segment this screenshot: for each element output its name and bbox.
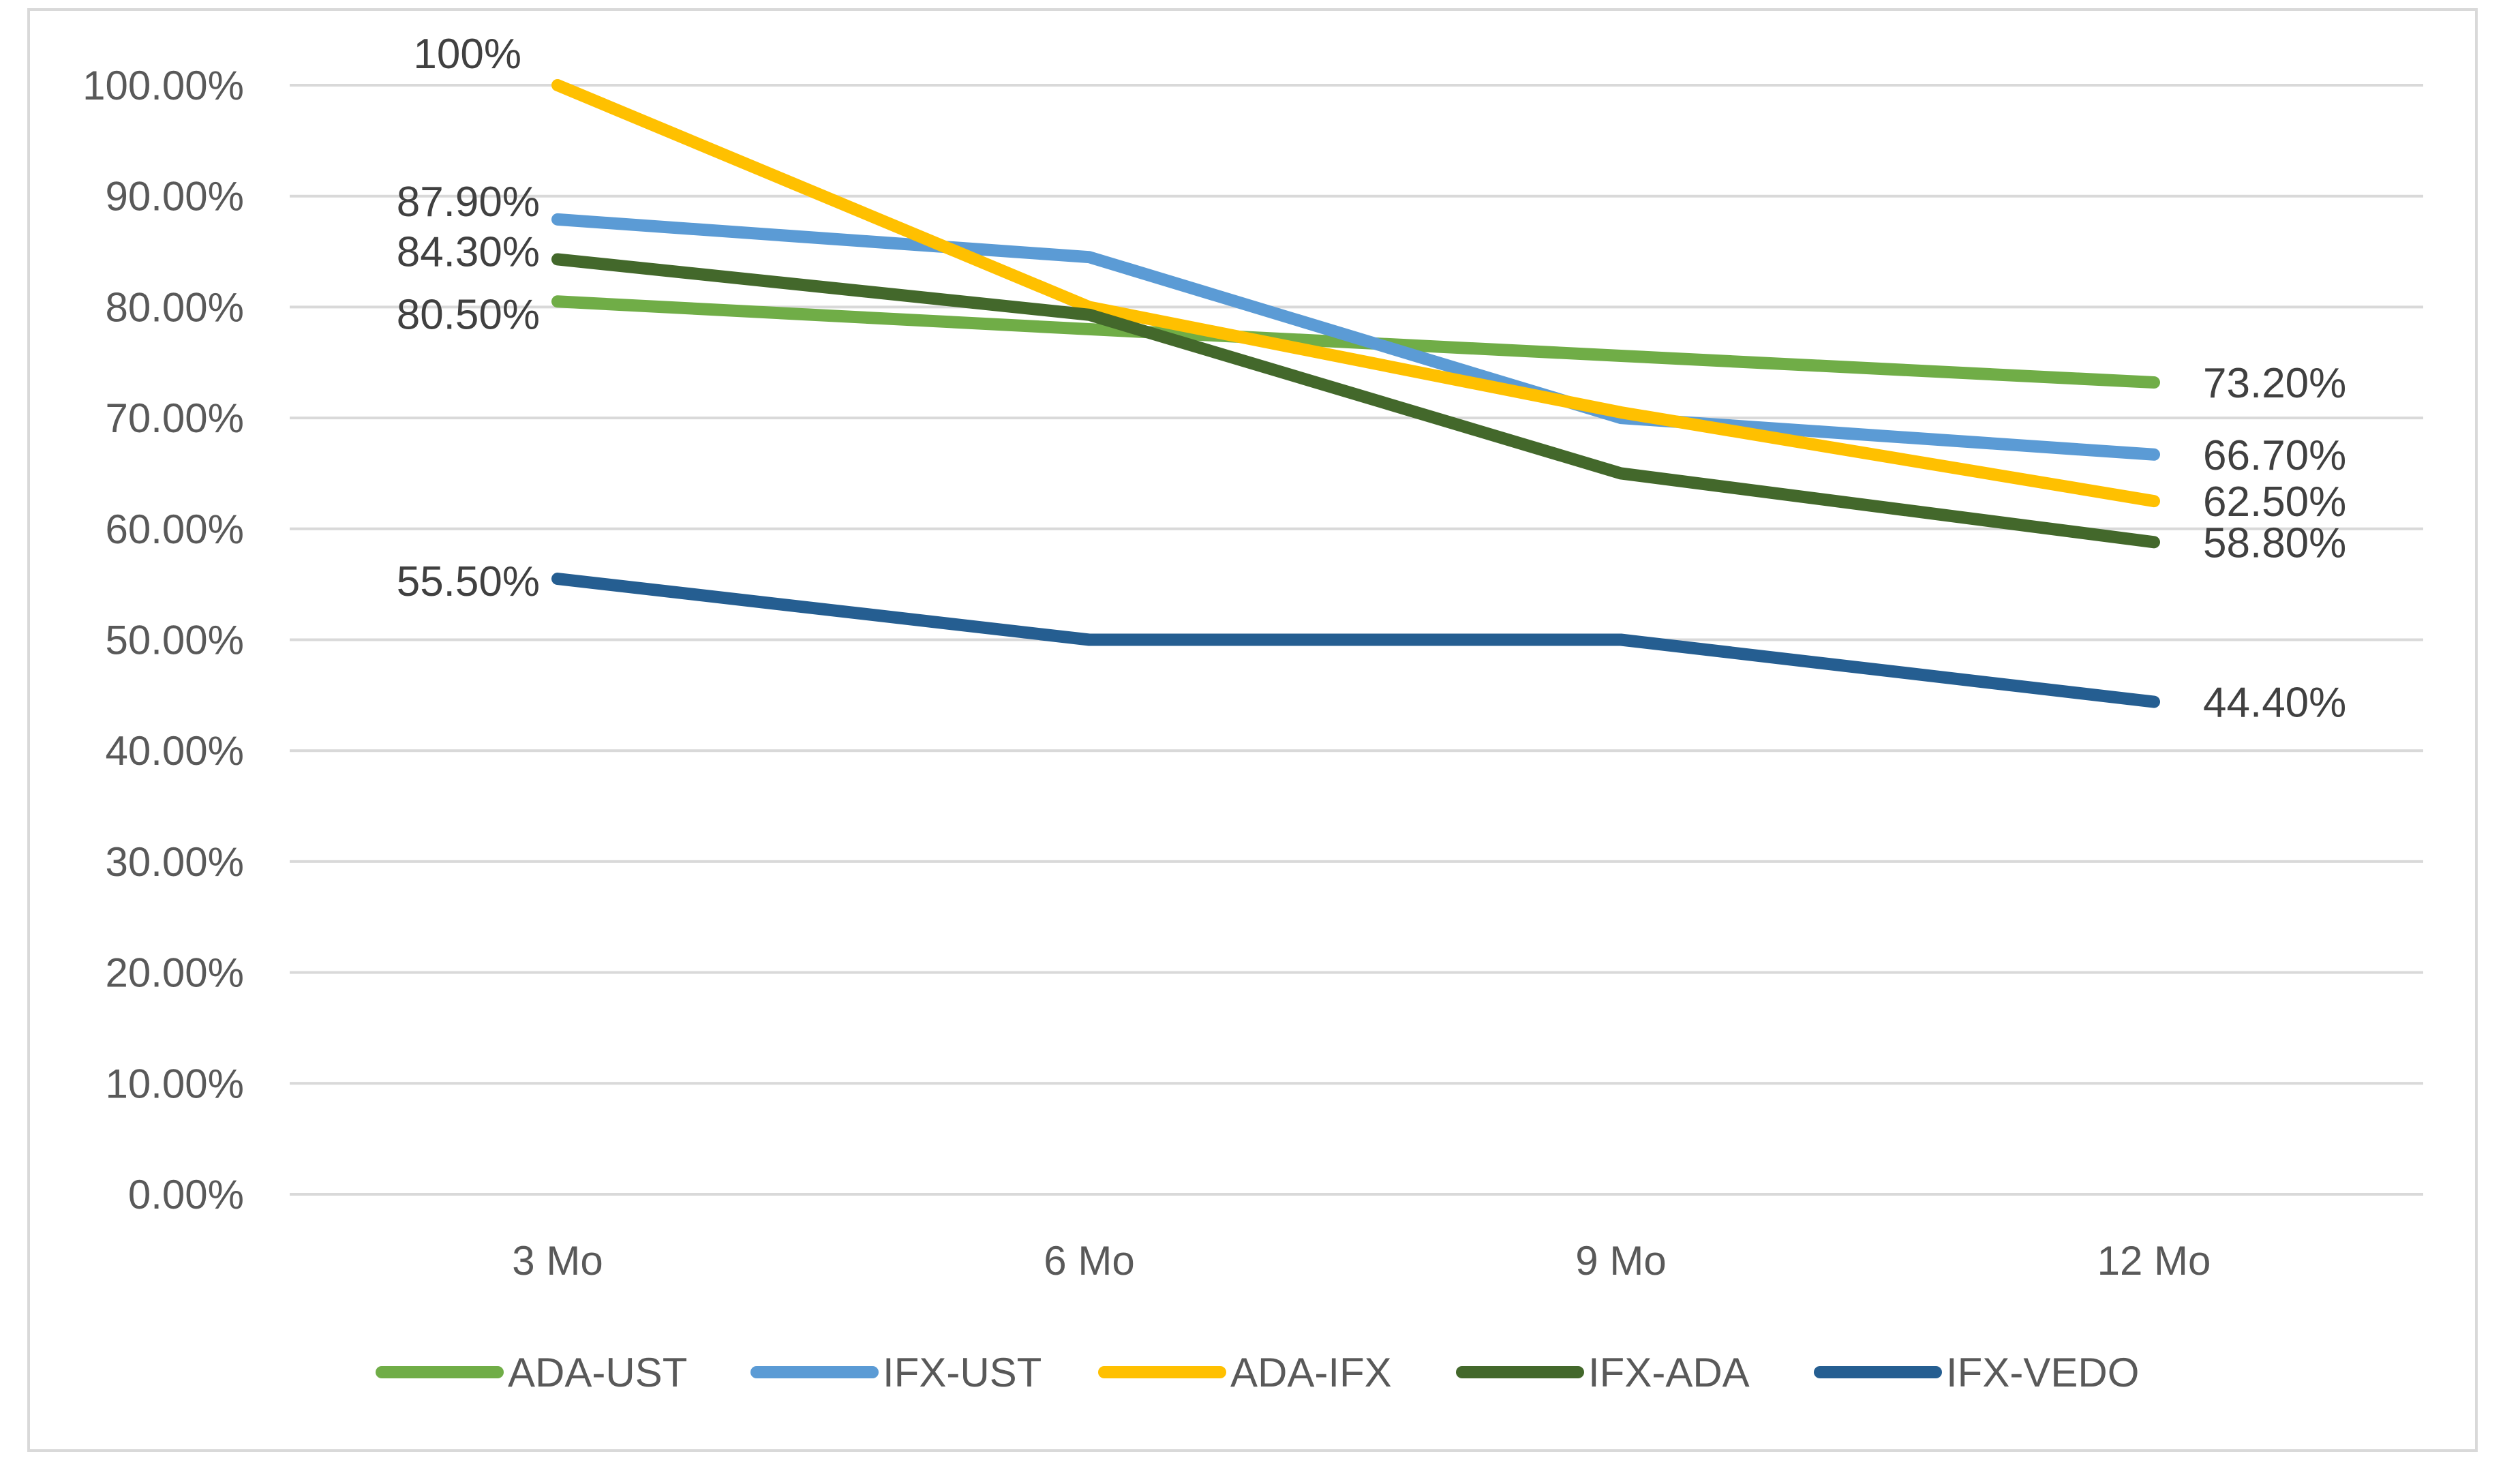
series-line-ifx-ada xyxy=(551,253,2160,549)
x-axis-ticks: 3 Mo 6 Mo 9 Mo 12 Mo xyxy=(512,1238,2211,1284)
y-tick-label: 20.00% xyxy=(106,950,245,996)
data-label-start-ifx-vedo: 55.50% xyxy=(397,558,540,605)
legend-label-ada-ifx: ADA-IFX xyxy=(1230,1350,1392,1395)
y-tick-label: 10.00% xyxy=(106,1061,245,1106)
legend-label-ifx-ust: IFX-UST xyxy=(883,1350,1042,1395)
legend-label-ifx-ada: IFX-ADA xyxy=(1588,1350,1750,1395)
data-label-start-ada-ust: 80.50% xyxy=(397,291,540,338)
data-label-end-ifx-ust: 66.70% xyxy=(2203,432,2346,479)
chart-area xyxy=(27,8,2478,1452)
legend-label-ifx-vedo: IFX-VEDO xyxy=(1946,1350,2139,1395)
data-label-end-ifx-vedo: 44.40% xyxy=(2203,680,2346,727)
y-tick-label: 60.00% xyxy=(106,506,245,552)
series-line-ifx-vedo xyxy=(551,573,2160,708)
y-tick-label: 50.00% xyxy=(106,618,245,663)
series-line-ada-ifx xyxy=(551,79,2160,508)
x-tick-label: 9 Mo xyxy=(1575,1238,1666,1284)
y-tick-label: 100.00% xyxy=(82,63,244,108)
y-tick-label: 90.00% xyxy=(106,174,245,219)
data-label-end-ifx-ada: 58.80% xyxy=(2203,519,2346,566)
data-label-start-ifx-ada: 84.30% xyxy=(397,228,540,275)
x-tick-label: 3 Mo xyxy=(512,1238,603,1284)
y-tick-label: 30.00% xyxy=(106,839,245,885)
data-label-start-ifx-ust: 87.90% xyxy=(397,179,540,226)
data-label-end-ada-ifx: 62.50% xyxy=(2203,479,2346,526)
y-tick-label: 40.00% xyxy=(106,728,245,774)
x-tick-label: 6 Mo xyxy=(1044,1238,1134,1284)
data-label-start-ada-ifx: 100% xyxy=(413,31,521,78)
y-tick-label: 80.00% xyxy=(106,284,245,330)
y-axis-ticks: 0.00% 10.00% 20.00% 30.00% 40.00% 50.00% 60.00… xyxy=(82,63,244,1217)
data-labels: 80.50% 73.20% 87.90% 66.70% 100% 62.50% 84.30%… xyxy=(397,31,2347,727)
legend-label-ada-ust: ADA-UST xyxy=(508,1350,687,1395)
series-lines xyxy=(551,79,2160,708)
y-tick-label: 70.00% xyxy=(106,395,245,441)
data-label-end-ada-ust: 73.20% xyxy=(2203,360,2346,407)
x-tick-label: 12 Mo xyxy=(2097,1238,2211,1284)
y-tick-label: 0.00% xyxy=(128,1172,244,1217)
series-line-ifx-ust xyxy=(551,213,2160,461)
legend: ADA-UST IFX-UST ADA-IFX IFX-ADA IFX-VEDO xyxy=(376,1350,2139,1395)
